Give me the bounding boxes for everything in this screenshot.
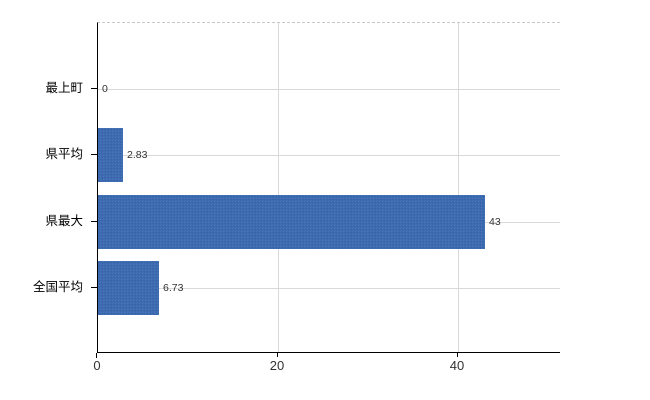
bar-value-label: 6.73 <box>163 282 184 294</box>
x-axis-tick-zero <box>96 353 97 358</box>
x-axis-tick <box>457 353 458 357</box>
horizontal-gridline <box>98 288 560 289</box>
bar-value-label: 43 <box>489 216 501 228</box>
category-label-全国平均: 全国平均 <box>32 280 83 294</box>
y-axis-tick <box>91 88 97 89</box>
bar-県平均 <box>98 128 123 182</box>
x-axis-tick-label: 0 <box>93 358 101 373</box>
plot-area: 0 2.83 43 6.73 <box>97 22 560 353</box>
x-axis-tick <box>277 353 278 357</box>
bar-県最大 <box>98 195 485 249</box>
vertical-gridline <box>458 23 460 352</box>
category-label-最上町: 最上町 <box>45 81 83 95</box>
bar-全国平均 <box>98 261 159 315</box>
vertical-gridline <box>278 23 280 352</box>
x-axis-tick-label: 40 <box>449 358 465 373</box>
category-label-県最大: 県最大 <box>45 214 83 228</box>
y-axis-tick <box>91 287 97 288</box>
y-axis-tick <box>91 154 97 155</box>
y-axis-tick <box>91 221 97 222</box>
horizontal-gridline <box>98 89 560 90</box>
horizontal-gridline <box>98 155 560 156</box>
category-label-県平均: 県平均 <box>45 147 83 161</box>
bar-value-label: 2.83 <box>127 149 148 161</box>
x-axis-tick-label: 20 <box>269 358 285 373</box>
bar-value-label: 0 <box>102 83 108 95</box>
